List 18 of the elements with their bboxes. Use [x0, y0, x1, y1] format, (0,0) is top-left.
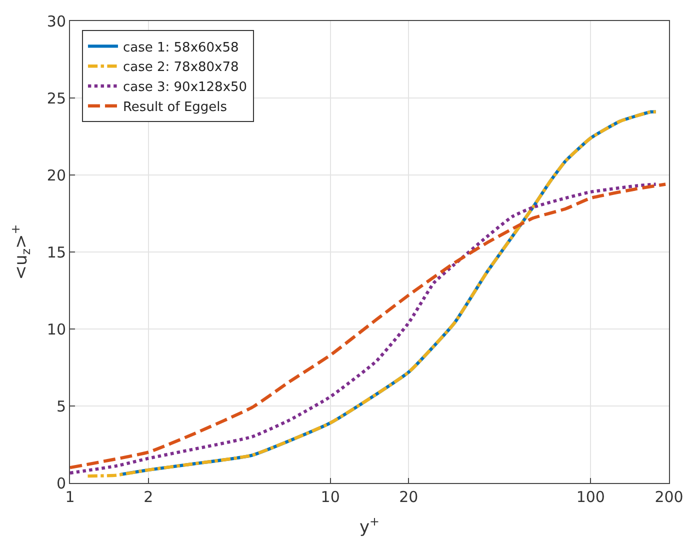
legend-label: case 2: 78x80x78 — [122, 60, 239, 76]
x-tick-label: 20 — [399, 488, 418, 506]
legend-label: case 1: 58x60x58 — [122, 40, 239, 56]
y-tick-label: 5 — [56, 397, 66, 416]
x-tick-label: 100 — [576, 488, 605, 506]
x-tick-label: 2 — [144, 488, 154, 506]
x-axis-title: y$^{+}$ — [359, 514, 380, 538]
y-tick-label: 0 — [56, 474, 66, 492]
legend-label: case 3: 90x128x50 — [122, 80, 248, 96]
y-tick-label: 20 — [46, 166, 66, 184]
y-tick-label: 30 — [46, 12, 66, 30]
legend-label: Result of Eggels — [122, 100, 228, 115]
x-tick-label: 1 — [65, 488, 75, 506]
x-tick-label: 200 — [654, 488, 684, 506]
x-tick-label: 10 — [320, 488, 340, 506]
y-tick-label: 15 — [46, 243, 66, 262]
y-tick-label: 25 — [46, 89, 66, 108]
y-tick-label: 10 — [46, 320, 66, 338]
